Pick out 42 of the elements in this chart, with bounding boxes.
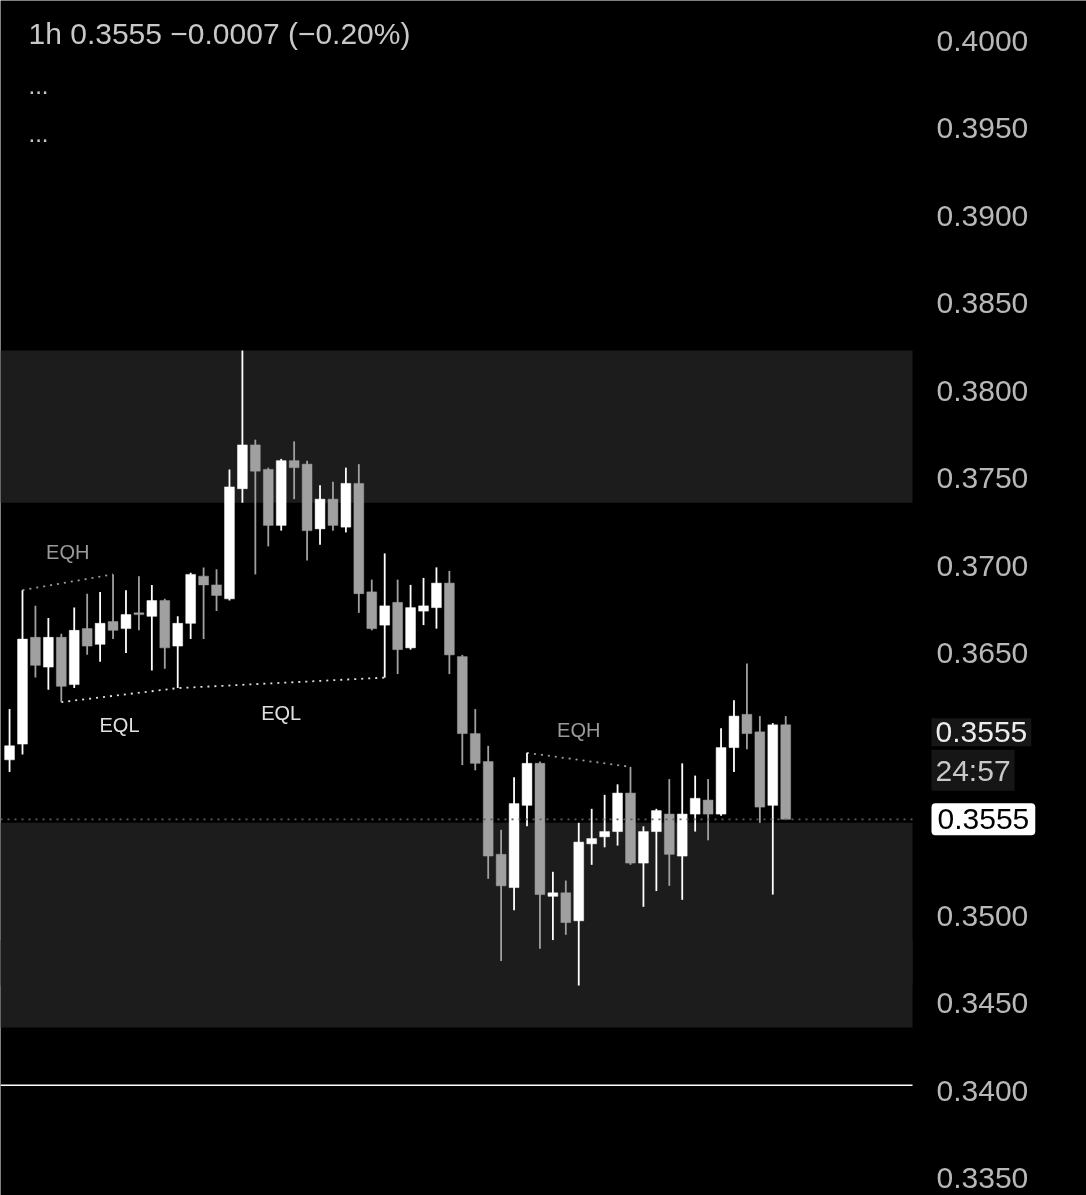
candlestick [418, 576, 429, 627]
annotation: ... [28, 72, 49, 99]
candlestick [547, 870, 559, 941]
y-tick-label: 0.3950 [936, 111, 1029, 145]
y-tick-label: 0.3500 [936, 898, 1029, 932]
candlestick [146, 583, 158, 672]
y-tick-label: 0.3800 [936, 373, 1029, 407]
text: 24:57 [935, 753, 1011, 787]
candlestick [651, 807, 662, 892]
candlestick [741, 662, 753, 751]
y-tick-label: 0.3750 [936, 461, 1029, 495]
y-tick-label: 0.3400 [936, 1073, 1029, 1107]
y-tick-label: 0.4000 [936, 23, 1029, 57]
candlestick [379, 552, 390, 679]
candlestick [599, 793, 610, 849]
candlestick [82, 592, 93, 656]
y-tick-label: 0.3650 [936, 636, 1029, 670]
series-label: EQL [99, 714, 140, 737]
text: 0.3555 [935, 715, 1028, 749]
series-label: EQH [46, 541, 90, 564]
candlestick [133, 575, 145, 632]
candlestick [94, 590, 106, 663]
candlestick [211, 568, 222, 613]
ref-line-label: 0.3555 [937, 802, 1030, 836]
candlestick [198, 566, 209, 641]
candlestick [690, 774, 701, 833]
candlestick [120, 589, 132, 655]
candlestick [586, 807, 597, 866]
candlestick [4, 708, 15, 773]
candlestick [172, 615, 183, 690]
text: 1h 0.3555 −0.0007 (−0.20%) [28, 17, 411, 50]
candlestick [288, 440, 300, 501]
text: EQL [261, 701, 302, 724]
y-tick-label: 0.3900 [936, 198, 1029, 232]
candlestick [107, 573, 119, 641]
y-tick-label: 0.3350 [936, 1161, 1029, 1194]
annotation: ... [28, 120, 49, 147]
series-label: EQH [557, 718, 601, 741]
y-tick-label: 0.3700 [936, 548, 1029, 582]
y-tick-label: 0.3450 [936, 986, 1029, 1020]
y-tick-label: 0.3850 [936, 286, 1029, 320]
candlestick [702, 778, 714, 842]
